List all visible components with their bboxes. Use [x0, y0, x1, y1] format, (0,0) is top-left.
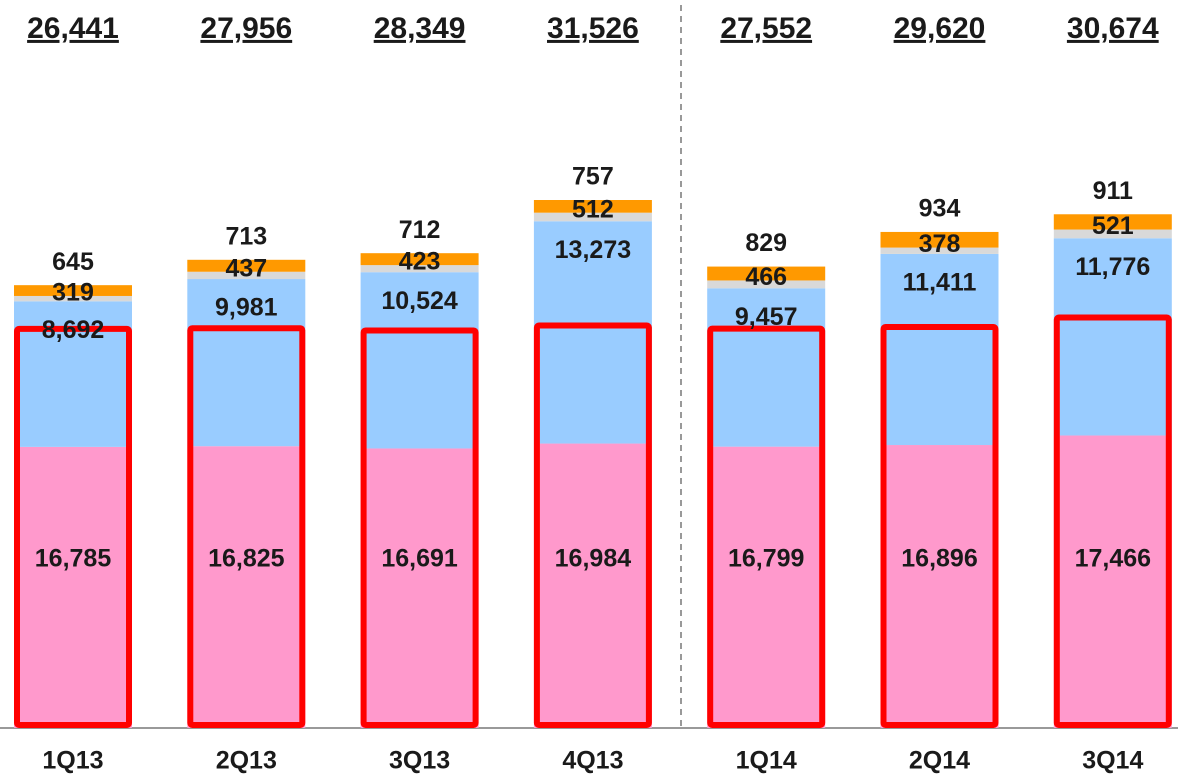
bar-segment: [187, 446, 306, 728]
bar-segment: [360, 265, 479, 273]
value-label: 713: [225, 222, 267, 250]
x-tick-label: 2Q14: [909, 747, 970, 775]
x-tick-label: 3Q13: [389, 747, 450, 775]
value-label: 16,896: [901, 545, 977, 573]
value-label: 521: [1092, 212, 1134, 240]
highlight-box: [187, 325, 306, 728]
highlight-box: [533, 322, 652, 728]
value-label: 712: [399, 216, 441, 244]
bar-segment: [187, 271, 306, 280]
bar-segment: [707, 288, 826, 447]
value-label: 16,785: [35, 545, 112, 573]
value-label: 378: [919, 230, 961, 258]
value-label: 829: [745, 229, 787, 257]
value-label: 437: [225, 254, 267, 282]
bar-segment: [360, 253, 479, 266]
bar-segment: [533, 200, 652, 213]
value-label: 9,981: [215, 294, 278, 322]
bar-segment: [187, 259, 306, 272]
highlight-box: [360, 327, 479, 728]
total-label: 26,441: [27, 12, 119, 45]
bar-segment: [360, 272, 479, 449]
bar-segment: [880, 253, 999, 446]
bar-segment: [1053, 238, 1172, 436]
value-label: 13,273: [555, 236, 631, 264]
bar-segment: [533, 212, 652, 222]
bar-segment: [533, 443, 652, 728]
bar-segment: [14, 285, 132, 296]
value-label: 319: [52, 279, 94, 307]
bar-segment: [880, 445, 999, 728]
total-label: 27,552: [720, 12, 812, 45]
value-label: 8,692: [42, 316, 105, 344]
value-label: 645: [52, 248, 94, 276]
highlight-box: [707, 325, 826, 728]
value-label: 11,411: [903, 269, 977, 297]
highlight-box: [14, 325, 132, 728]
bar-segment: [14, 295, 132, 302]
bar-segment: [707, 280, 826, 289]
value-label: 16,691: [381, 545, 458, 573]
x-tick-label: 3Q14: [1082, 747, 1143, 775]
bar-segment: [360, 448, 479, 728]
highlight-box: [1053, 314, 1172, 728]
total-label: 28,349: [374, 12, 466, 45]
value-label: 17,466: [1075, 545, 1151, 573]
bar-segment: [533, 221, 652, 444]
x-tick-label: 4Q13: [562, 747, 623, 775]
value-label: 11,776: [1075, 253, 1150, 281]
total-label: 27,956: [200, 12, 292, 45]
value-label: 934: [919, 195, 961, 223]
value-label: 9,457: [735, 303, 798, 331]
bar-segment: [1053, 435, 1172, 728]
value-label: 423: [399, 248, 441, 276]
total-label: 29,620: [894, 12, 986, 45]
x-tick-label: 1Q13: [42, 747, 103, 775]
bar-segment: [707, 446, 826, 728]
bar-segment: [707, 266, 826, 281]
value-label: 466: [745, 263, 787, 291]
total-label: 30,674: [1067, 12, 1159, 45]
x-tick-label: 1Q14: [736, 747, 797, 775]
value-label: 757: [572, 163, 614, 191]
bar-segment: [1053, 229, 1172, 239]
x-tick-label: 2Q13: [216, 747, 277, 775]
value-label: 911: [1093, 177, 1133, 205]
total-label: 31,526: [547, 12, 639, 45]
bar-segment: [880, 247, 999, 254]
value-label: 16,984: [555, 545, 632, 573]
value-label: 16,799: [728, 545, 804, 573]
value-label: 512: [572, 195, 614, 223]
bar-segment: [880, 231, 999, 248]
bar-segment: [187, 279, 306, 447]
bar-segment: [1053, 214, 1172, 230]
bar-segment: [14, 446, 132, 728]
value-label: 10,524: [381, 287, 458, 315]
highlight-box: [880, 324, 999, 728]
bar-segment: [14, 301, 132, 447]
value-label: 16,825: [208, 545, 285, 573]
